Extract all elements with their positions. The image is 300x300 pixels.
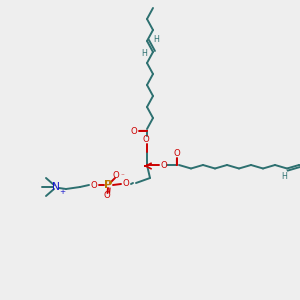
Text: O: O: [130, 127, 137, 136]
Text: N: N: [52, 182, 60, 192]
Text: +: +: [59, 189, 65, 195]
Text: O: O: [123, 179, 129, 188]
Text: O: O: [174, 148, 180, 158]
Text: H: H: [281, 172, 287, 181]
Text: H: H: [153, 34, 159, 43]
Text: O: O: [91, 181, 98, 190]
Text: O: O: [160, 161, 167, 170]
Text: O: O: [142, 134, 149, 143]
Text: H: H: [299, 152, 300, 161]
Text: H: H: [141, 50, 147, 58]
Text: O: O: [112, 172, 119, 181]
Text: P: P: [104, 180, 112, 190]
Text: ⁻: ⁻: [120, 173, 124, 179]
Text: O: O: [103, 191, 110, 200]
